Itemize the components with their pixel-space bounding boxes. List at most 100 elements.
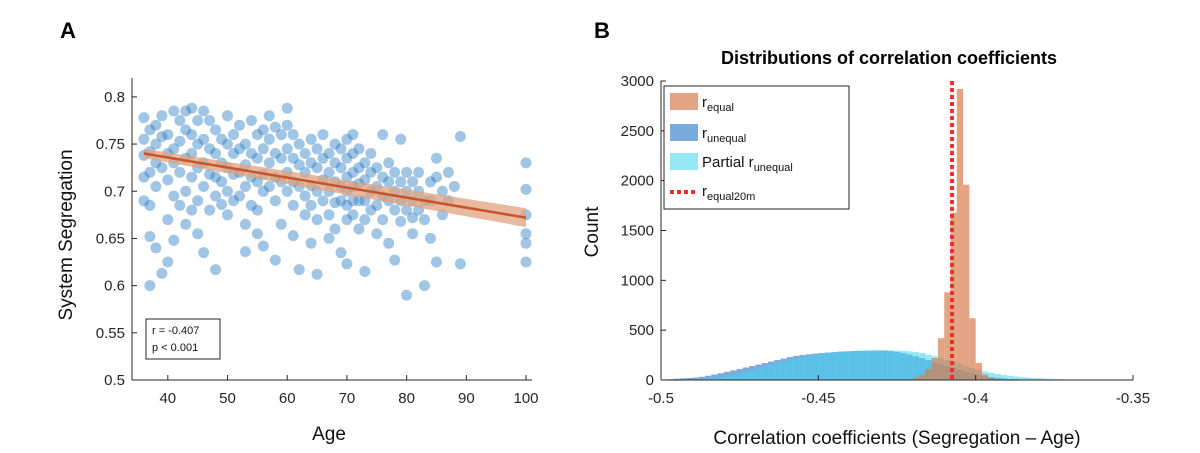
histogram-bar [705, 375, 712, 380]
scatter-point [377, 129, 389, 141]
scatter-point [371, 162, 383, 174]
scatter-point [305, 237, 317, 249]
scatter-point [150, 242, 162, 254]
histogram-bar [730, 375, 737, 380]
x-tick-label: -0.35 [1116, 390, 1150, 407]
scatter-point [269, 254, 281, 266]
panel-label-b: B [594, 18, 610, 43]
scatter-point [335, 195, 347, 207]
histogram-bar [975, 363, 982, 380]
scatter-point [156, 162, 168, 174]
scatter-point [353, 195, 365, 207]
scatter-point [168, 190, 180, 202]
x-tick-label: 80 [398, 390, 415, 407]
scatter-point [174, 166, 186, 178]
scatter-point [442, 166, 454, 178]
y-tick-label: 2500 [621, 123, 654, 140]
scatter-point [365, 166, 377, 178]
scatter-point [138, 112, 150, 124]
scatter-point [317, 195, 329, 207]
scatter-point [329, 138, 341, 150]
scatter-point [222, 138, 233, 150]
scatter-point [425, 176, 436, 188]
histogram-bar [780, 361, 787, 380]
scatter-point [293, 138, 305, 150]
scatter-point [299, 148, 311, 159]
scatter-point [222, 185, 233, 197]
scatter-point [192, 228, 204, 240]
scatter-point [156, 131, 168, 142]
y-tick-label: 1000 [621, 272, 654, 289]
histogram-bar [698, 376, 706, 380]
y-tick-label: 0.55 [96, 325, 125, 342]
scatter-point [317, 152, 329, 164]
scatter-point [198, 247, 210, 259]
scatter-point [341, 199, 353, 211]
legend-swatch-r-unequal [670, 124, 698, 141]
histogram-bar [937, 338, 945, 380]
histogram-bar [805, 356, 813, 380]
histogram-bar [717, 377, 724, 380]
scatter-point [138, 133, 150, 145]
scatter-point [317, 129, 329, 141]
scatter-point [257, 143, 269, 155]
r-value-label: r = -0.407 [152, 325, 199, 337]
scatter-point [162, 214, 174, 226]
panel-b-histogram-chart: Distributions of correlation coefficient… [582, 48, 1150, 449]
scatter-point [204, 168, 216, 180]
scatter-point [162, 256, 174, 268]
scatter-point [299, 190, 311, 202]
scatter-point [228, 129, 239, 141]
scatter-point [228, 148, 239, 159]
scatter-point [239, 218, 251, 230]
scatter-point [335, 247, 347, 259]
scatter-point [293, 159, 305, 171]
scatter-point [329, 223, 341, 235]
scatter-point [347, 148, 359, 159]
scatter-point [287, 152, 299, 164]
y-axis-ticks: 0 500 1000 1500 2000 2500 3000 [621, 73, 666, 389]
scatter-point [371, 228, 383, 240]
histogram-bar [749, 370, 756, 380]
scatter-point [425, 232, 436, 244]
histogram-bar [874, 350, 882, 380]
scatter-point [257, 240, 269, 252]
legend-label-partial-r-unequal: Partial runequal [702, 154, 793, 174]
y-tick-label: 0.75 [96, 136, 125, 153]
scatter-point [222, 110, 233, 122]
scatter-point [419, 214, 430, 226]
histogram-bar [686, 378, 693, 380]
scatter-point [251, 129, 263, 141]
scatter-point [389, 254, 401, 266]
scatter-point [210, 264, 222, 276]
histogram-bar [793, 358, 800, 380]
scatter-point [311, 268, 323, 280]
scatter-point [389, 204, 401, 216]
scatter-point [311, 162, 323, 174]
scatter-point [329, 197, 341, 209]
histogram-bar [692, 377, 699, 380]
scatter-point [299, 209, 311, 221]
scatter-point [401, 204, 413, 216]
scatter-point [257, 124, 269, 136]
histogram-bar [761, 366, 768, 380]
scatter-point [263, 133, 275, 145]
scatter-point [335, 162, 347, 174]
scatter-point [180, 218, 192, 230]
x-axis-ticks: -0.5 -0.45 -0.4 -0.35 [648, 375, 1150, 407]
scatter-point [347, 129, 359, 141]
scatter-point [448, 181, 460, 192]
scatter-point [269, 195, 281, 207]
scatter-point [245, 199, 257, 211]
panel-label-a: A [60, 18, 76, 43]
histogram-bar [786, 360, 794, 380]
scatter-point [347, 195, 359, 207]
x-tick-label: 90 [458, 390, 475, 407]
legend-label-r-equal: requal [702, 94, 734, 114]
scatter-point [431, 171, 442, 183]
scatter-point [305, 157, 317, 169]
scatter-point [401, 289, 413, 301]
panel-a-scatter-chart: 40 50 60 70 80 90 100 0.5 0.55 0.6 0.65 0.7 0.75 0.8… [56, 78, 539, 445]
scatter-point [138, 195, 150, 207]
scatter-point [395, 133, 407, 145]
